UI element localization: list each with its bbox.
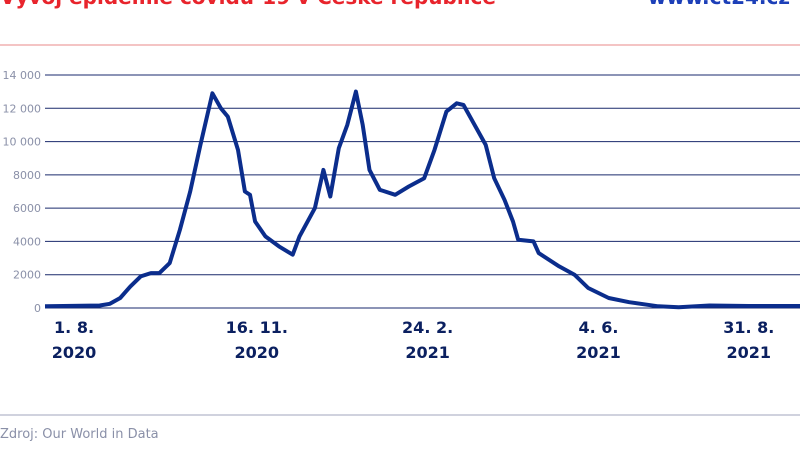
source: Zdroj: Our World in Data — [0, 427, 159, 442]
y-tick-label: 2000 — [13, 269, 41, 282]
y-tick-label: 14 000 — [3, 69, 42, 82]
y-tick-label: 6000 — [13, 202, 41, 215]
site-link: www.ct24.cz — [648, 0, 790, 9]
x-tick-label: 1. 8. 2020 — [51, 318, 97, 362]
y-tick-label: 12 000 — [3, 102, 42, 115]
y-tick-label: 10 000 — [3, 136, 42, 149]
line-series — [44, 89, 800, 310]
x-tick-label: 16. 11. 2020 — [225, 318, 288, 362]
x-tick-label: 24. 2. 2021 — [402, 318, 454, 362]
x-tick-label: 31. 8. 2021 — [723, 318, 775, 362]
x-tick-label: 4. 6. 2021 — [576, 318, 621, 362]
y-tick-label: 0 — [34, 302, 41, 315]
y-tick-label: 8000 — [13, 169, 41, 182]
chart-title: Vývoj epidemie covidu-19 v České republi… — [0, 0, 496, 9]
y-tick-label: 4000 — [13, 235, 41, 248]
